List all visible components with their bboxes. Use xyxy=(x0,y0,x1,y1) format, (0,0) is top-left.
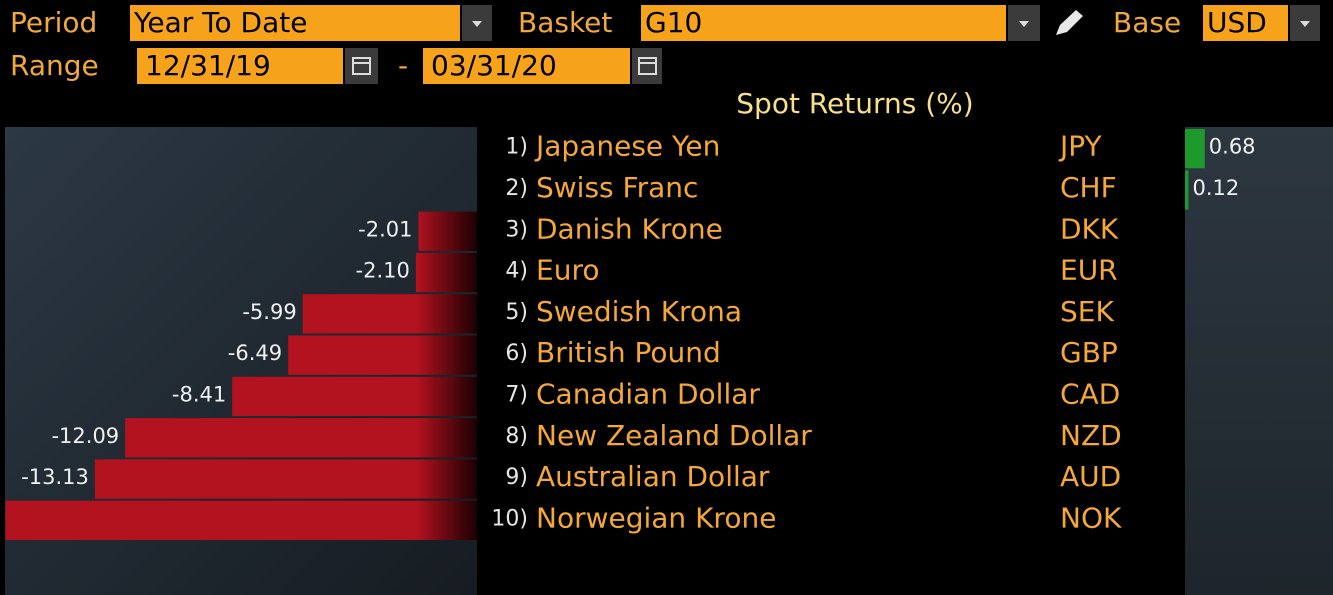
rank: 10) xyxy=(491,506,528,531)
period-dropdown[interactable] xyxy=(462,5,492,41)
value-label: -6.49 xyxy=(228,341,282,365)
value-label: -2.10 xyxy=(356,259,410,283)
rank: 7) xyxy=(505,382,528,407)
rank: 5) xyxy=(505,300,528,325)
edit-icon[interactable] xyxy=(1052,7,1088,39)
currency-code: AUD xyxy=(1060,460,1121,493)
range-label: Range xyxy=(10,49,99,82)
range-end[interactable]: 03/31/20 xyxy=(423,48,630,84)
chart-title: Spot Returns (%) xyxy=(736,87,973,120)
currency-name: New Zealand Dollar xyxy=(536,419,812,452)
currency-name: Swiss Franc xyxy=(536,171,698,204)
base-label: Base xyxy=(1113,6,1182,39)
range-start[interactable]: 12/31/19 xyxy=(137,48,343,84)
bar xyxy=(288,335,477,375)
range-separator: - xyxy=(398,49,409,82)
period-select[interactable]: Year To Date xyxy=(130,5,460,41)
right-panel xyxy=(1185,127,1333,595)
value-label: -12.09 xyxy=(51,424,119,448)
value-label: 0.68 xyxy=(1209,135,1256,159)
base-select[interactable]: USD xyxy=(1203,5,1288,41)
currency-code: GBP xyxy=(1060,336,1118,369)
rank: 3) xyxy=(505,217,528,242)
currency-code: EUR xyxy=(1060,254,1118,287)
currency-code: JPY xyxy=(1058,130,1103,163)
value-label: -8.41 xyxy=(172,382,226,406)
bar xyxy=(232,376,477,417)
currency-name: Euro xyxy=(536,254,599,287)
calendar-end[interactable] xyxy=(632,48,662,84)
value-label: 0.12 xyxy=(1192,176,1239,200)
currency-code: NOK xyxy=(1060,501,1122,534)
basket-select[interactable]: G10 xyxy=(641,5,1006,41)
rank: 6) xyxy=(505,341,528,366)
rank: 9) xyxy=(505,465,528,490)
bar xyxy=(5,500,478,540)
currency-name: British Pound xyxy=(536,336,721,369)
rank: 1) xyxy=(505,135,528,160)
currency-name: Australian Dollar xyxy=(536,460,770,493)
bar xyxy=(418,211,477,251)
calendar-start[interactable] xyxy=(345,48,378,84)
currency-code: DKK xyxy=(1060,212,1119,245)
currency-name: Danish Krone xyxy=(536,212,723,245)
bar xyxy=(1185,129,1205,169)
bar xyxy=(94,459,478,499)
currency-code: SEK xyxy=(1060,295,1114,328)
currency-code: CAD xyxy=(1060,377,1120,410)
base-dropdown[interactable] xyxy=(1290,5,1320,41)
bar xyxy=(1185,170,1189,210)
value-label: -13.13 xyxy=(21,465,89,489)
rank: 8) xyxy=(505,424,528,449)
currency-name: Canadian Dollar xyxy=(536,377,760,410)
currency-name: Swedish Krona xyxy=(536,295,742,328)
bar xyxy=(125,418,477,458)
currency-name: Japanese Yen xyxy=(534,130,720,163)
rank: 4) xyxy=(505,259,528,284)
currency-name: Norwegian Krone xyxy=(536,501,776,534)
rank: 2) xyxy=(505,176,528,201)
currency-code: NZD xyxy=(1060,419,1122,452)
bar xyxy=(302,294,477,334)
value-label: -5.99 xyxy=(242,300,296,324)
bar xyxy=(415,252,477,293)
currency-code: CHF xyxy=(1060,171,1117,204)
value-label: -2.01 xyxy=(358,217,412,241)
basket-label: Basket xyxy=(518,6,613,39)
period-label: Period xyxy=(10,6,98,39)
basket-dropdown[interactable] xyxy=(1008,5,1040,41)
